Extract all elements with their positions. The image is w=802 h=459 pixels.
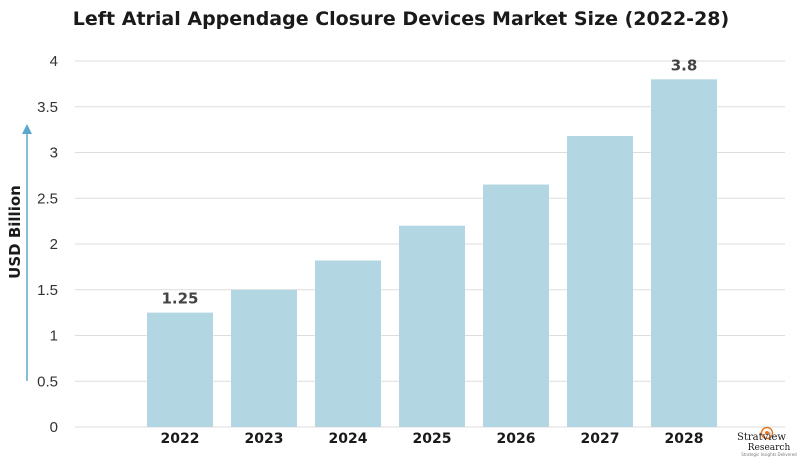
data-label: 1.25 (161, 290, 198, 308)
y-axis-label-group: USD Billion (6, 124, 32, 381)
logo-sub: Research (748, 443, 791, 453)
logo-target-core-icon (765, 431, 769, 435)
x-tick-label: 2025 (413, 431, 452, 447)
stratview-logo: Stratview Research Strategic Insights De… (737, 426, 797, 457)
x-tick-label: 2023 (245, 431, 284, 447)
bar-2022 (147, 312, 213, 427)
y-tick-label: 4 (50, 53, 58, 70)
y-tick-label: 1 (50, 328, 58, 345)
logo-tagline: Strategic Insights Delivered (741, 452, 797, 457)
bar-2028 (651, 79, 717, 428)
y-axis-arrow-icon (22, 124, 32, 134)
y-tick-label: 3.5 (37, 99, 58, 116)
bar-2026 (483, 184, 549, 427)
logo-name: Stratview (737, 432, 786, 443)
y-tick-label: 1.5 (37, 282, 58, 299)
bar-2027 (567, 136, 633, 427)
chart-title: Left Atrial Appendage Closure Devices Ma… (73, 8, 729, 30)
x-tick-label: 2024 (329, 431, 368, 447)
bars (147, 79, 717, 428)
bar-2025 (399, 225, 465, 427)
data-label: 3.8 (671, 56, 698, 74)
y-tick-label: 2 (50, 236, 58, 253)
y-tick-label: 0.5 (37, 373, 58, 390)
x-tick-label: 2028 (665, 431, 704, 447)
x-tick-label: 2026 (497, 431, 536, 447)
x-axis-ticks: 2022 2023 2024 2025 2026 2027 2028 (161, 431, 704, 447)
y-tick-label: 3 (50, 145, 58, 162)
bar-2024 (315, 260, 381, 427)
y-tick-label: 0 (50, 419, 58, 436)
y-axis-ticks: 0 0.5 1 1.5 2 2.5 3 3.5 4 (37, 53, 58, 436)
data-labels: 1.25 3.8 (161, 56, 697, 307)
x-tick-label: 2027 (581, 431, 620, 447)
bar-2023 (231, 289, 297, 427)
y-axis-label: USD Billion (6, 185, 24, 279)
x-tick-label: 2022 (161, 431, 200, 447)
logo-target-icon (760, 426, 774, 440)
y-tick-label: 2.5 (37, 190, 58, 207)
